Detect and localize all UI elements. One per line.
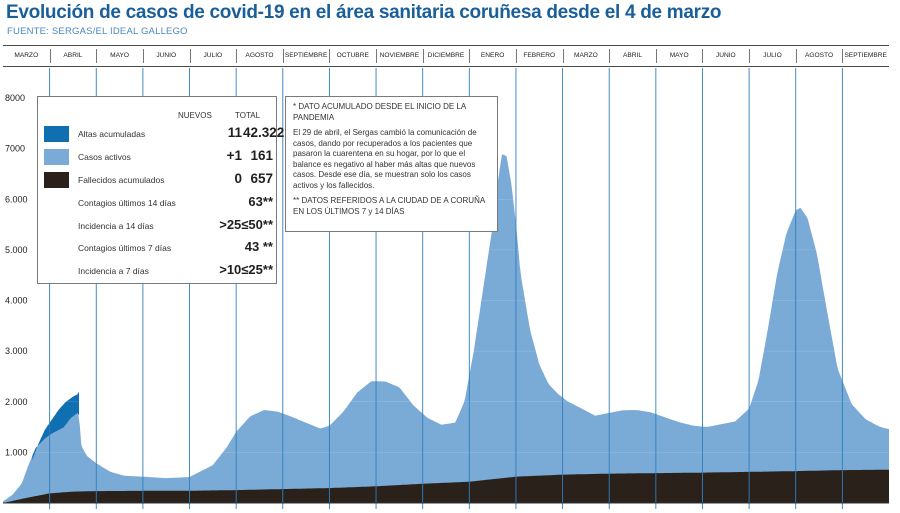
legend-stat-label: Incidencia a 7 días [78, 266, 149, 276]
month-separator [562, 49, 564, 63]
month-separator [655, 49, 657, 63]
note-april-change: El 29 de abril, el Sergas cambió la comu… [293, 128, 477, 190]
month-separator [142, 49, 144, 63]
legend-stat-label: Contagios últimos 7 días [78, 243, 172, 253]
month-label: JUNIO [715, 52, 736, 59]
month-separator [469, 49, 471, 63]
month-separator [236, 49, 238, 63]
month-label: MAYO [110, 52, 130, 59]
legend-label: Casos activos [78, 152, 131, 162]
legend-label: Fallecidos acumulados [78, 175, 165, 185]
month-separator [422, 49, 424, 63]
legend-total-value: 161 [250, 148, 273, 163]
month-separator [282, 49, 284, 63]
month-separator [96, 49, 98, 63]
month-label: SEPTIEMBRE [844, 52, 887, 59]
legend-stat-row: Contagios últimos 7 días 43 ** [38, 239, 278, 257]
legend-row-activos: Casos activos +1 161 [38, 148, 278, 166]
month-axis: MARZO ABRIL MAYO JUNIO JULIO AGOSTO SEPTIEMBRE… [3, 45, 889, 67]
month-label: ABRIL [622, 52, 643, 59]
legend-swatch-fallecidos [44, 172, 69, 188]
legend-new-value: +1 [226, 148, 242, 163]
legend-label: Altas acumuladas [78, 129, 146, 139]
month-separator [702, 49, 704, 63]
month-label: SEPTIEMBRE [284, 52, 328, 59]
month-label: MAYO [669, 52, 689, 59]
month-separator [842, 49, 844, 63]
legend-swatch-altas [44, 126, 69, 142]
legend-stat-row: Incidencia a 7 días >10≤25** [38, 262, 278, 280]
note-cumulative: * DATO ACUMULADO DESDE EL INICIO DE LA P… [293, 102, 466, 122]
month-separator [609, 49, 611, 63]
y-tick-label: 1.000 [5, 447, 28, 457]
legend-stat-label: Contagios últimos 14 días [78, 198, 176, 208]
month-label: JULIO [203, 52, 223, 59]
legend-col-new: NUEVOS [178, 111, 212, 120]
month-label: OCTUBRE [336, 52, 369, 59]
y-tick-label: 4.000 [5, 296, 28, 306]
month-separator [749, 49, 751, 63]
legend-stat-row: Incidencia a 14 días >25≤50** [38, 217, 278, 235]
legend-col-total: TOTAL [235, 111, 261, 120]
month-label: ABRIL [63, 52, 83, 59]
month-label: NOVIEMBRE [379, 52, 420, 59]
month-separator [189, 49, 191, 63]
series-altas-acumuladas [32, 391, 79, 460]
y-tick-label: 3.000 [5, 346, 28, 356]
y-tick-label: 7000 [5, 144, 25, 154]
month-separator [49, 49, 51, 63]
legend-new-value: 0 [234, 171, 242, 186]
series-casos-activos [3, 154, 889, 504]
legend-total-value: 657 [250, 171, 273, 186]
month-label: AGOSTO [245, 52, 274, 59]
source-line: FUENTE: SERGAS/EL IDEAL GALLEGO [7, 26, 188, 37]
y-tick-label: 8000 [5, 93, 25, 103]
y-tick-label: 2.000 [5, 397, 28, 407]
note-city-data: ** DATOS REFERIDOS A LA CIUDAD DE A CORU… [293, 196, 485, 216]
legend-swatch-activos [44, 149, 69, 165]
month-label: MARZO [573, 52, 598, 59]
notes-box: * DATO ACUMULADO DESDE EL INICIO DE LA P… [285, 96, 498, 232]
month-label: FEBRERO [523, 52, 556, 59]
legend-row-fallecidos: Fallecidos acumulados 0 657 [38, 171, 278, 189]
legend-new-value: 11 [227, 125, 242, 140]
legend-total-value: 42.322 [243, 125, 285, 140]
series-fallecidos-acumulados [3, 469, 889, 503]
legend-box: NUEVOS TOTAL Altas acumuladas 11 42.322 … [37, 96, 285, 284]
month-label: JUNIO [156, 52, 177, 59]
legend-stat-value: >10≤25** [219, 262, 273, 277]
legend-stat-label: Incidencia a 14 días [78, 221, 154, 231]
legend-stat-value: >25≤50** [219, 217, 273, 232]
month-separator [376, 49, 378, 63]
y-tick-label: 5.000 [5, 245, 28, 255]
month-label: JULIO [763, 52, 782, 59]
legend-stat-row: Contagios últimos 14 días 63** [38, 194, 278, 212]
month-separator [515, 49, 517, 63]
month-label: MARZO [14, 52, 39, 59]
month-separator [795, 49, 797, 63]
page-title: Evolución de casos de covid-19 en el áre… [6, 2, 722, 23]
month-label: DICIEMBRE [427, 52, 465, 59]
month-label: AGOSTO [805, 52, 834, 59]
y-tick-label: 6.000 [5, 194, 28, 204]
month-label: ENERO [480, 52, 505, 59]
legend-stat-value: 63** [248, 194, 273, 209]
legend-stat-value: 43 ** [244, 239, 273, 254]
month-separator [329, 49, 331, 63]
legend-row-altas: Altas acumuladas 11 42.322 [38, 125, 285, 143]
